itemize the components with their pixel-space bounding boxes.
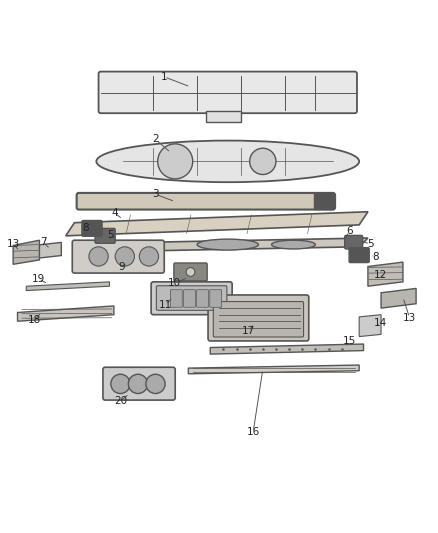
Circle shape (186, 268, 195, 276)
Text: 1: 1 (161, 72, 168, 82)
FancyBboxPatch shape (82, 221, 102, 236)
FancyBboxPatch shape (72, 240, 164, 273)
Polygon shape (66, 212, 368, 236)
Circle shape (111, 374, 130, 393)
Polygon shape (210, 344, 364, 354)
Polygon shape (188, 365, 359, 374)
Polygon shape (26, 282, 110, 290)
Text: 13: 13 (7, 239, 20, 249)
Text: 20: 20 (114, 397, 127, 406)
Polygon shape (368, 262, 403, 286)
Text: 8: 8 (372, 252, 379, 262)
FancyBboxPatch shape (174, 263, 207, 281)
Polygon shape (131, 238, 368, 251)
Polygon shape (22, 243, 61, 260)
FancyBboxPatch shape (103, 367, 175, 400)
Text: 7: 7 (39, 237, 46, 247)
Text: 16: 16 (247, 427, 260, 437)
FancyBboxPatch shape (349, 248, 369, 263)
FancyBboxPatch shape (151, 282, 232, 314)
FancyBboxPatch shape (213, 302, 304, 337)
Ellipse shape (96, 141, 359, 182)
Text: 19: 19 (32, 274, 45, 284)
Circle shape (250, 148, 276, 174)
FancyBboxPatch shape (208, 295, 309, 341)
Text: 3: 3 (152, 189, 159, 199)
Text: 13: 13 (403, 313, 416, 323)
FancyBboxPatch shape (210, 290, 222, 307)
Polygon shape (18, 306, 114, 321)
Text: 17: 17 (242, 326, 255, 336)
FancyBboxPatch shape (345, 236, 363, 249)
Text: 2: 2 (152, 134, 159, 144)
Text: 9: 9 (118, 262, 125, 272)
Text: 6: 6 (346, 227, 353, 237)
Circle shape (146, 374, 165, 393)
Text: 10: 10 (168, 278, 181, 288)
Text: 12: 12 (374, 270, 387, 280)
Circle shape (115, 247, 134, 266)
FancyBboxPatch shape (314, 194, 334, 209)
Text: 15: 15 (343, 336, 356, 346)
Circle shape (139, 247, 159, 266)
Polygon shape (13, 240, 39, 264)
FancyBboxPatch shape (206, 111, 241, 122)
Text: 8: 8 (82, 223, 89, 233)
Circle shape (128, 374, 148, 393)
FancyBboxPatch shape (197, 290, 208, 307)
Text: 5: 5 (107, 230, 114, 240)
Polygon shape (359, 314, 381, 336)
FancyBboxPatch shape (170, 290, 182, 307)
FancyBboxPatch shape (95, 229, 115, 243)
Circle shape (89, 247, 108, 266)
Ellipse shape (197, 239, 258, 250)
Polygon shape (381, 288, 416, 308)
Circle shape (158, 144, 193, 179)
FancyBboxPatch shape (77, 193, 335, 209)
FancyBboxPatch shape (156, 286, 227, 310)
FancyBboxPatch shape (99, 71, 357, 113)
Ellipse shape (272, 240, 315, 249)
Text: 4: 4 (111, 208, 118, 218)
FancyBboxPatch shape (184, 290, 195, 307)
Text: 14: 14 (374, 318, 387, 328)
Text: 18: 18 (28, 315, 41, 325)
Text: 11: 11 (159, 300, 172, 310)
Text: 5: 5 (367, 239, 374, 249)
